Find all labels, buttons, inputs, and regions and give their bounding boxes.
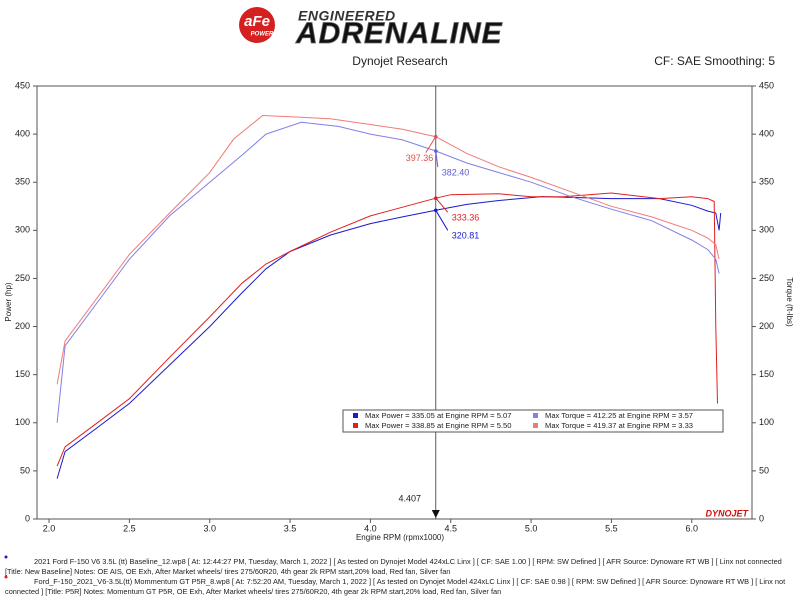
legend-swatch	[533, 413, 538, 418]
series-line	[56, 121, 720, 423]
logo-badge	[239, 7, 275, 43]
x-tick-label: 2.0	[43, 523, 56, 533]
y2-tick-label: 150	[759, 369, 774, 379]
tagline: ENGINEERED	[298, 8, 396, 24]
annotation-point	[433, 149, 438, 153]
legend-label: Max Power = 338.85 at Engine RPM = 5.50	[365, 421, 511, 430]
y-tick-label: 200	[15, 321, 30, 331]
legend-label: Max Power = 335.05 at Engine RPM = 5.07	[365, 411, 511, 420]
annotation-label: 320.81	[452, 231, 480, 241]
legend-label: Max Torque = 419.37 at Engine RPM = 3.33	[545, 421, 693, 430]
y-tick-label: 0	[25, 513, 30, 523]
x-tick-label: 3.5	[284, 523, 297, 533]
x-tick-label: 4.0	[364, 523, 377, 533]
y2-tick-label: 300	[759, 225, 774, 235]
footer: 2021 Ford F-150 V6 3.5L (tt) Baseline_12…	[5, 557, 785, 596]
y-tick-label: 50	[20, 465, 30, 475]
y2-tick-label: 200	[759, 321, 774, 331]
y-axis-label: Power (hp)	[4, 282, 13, 321]
legend-swatch	[353, 423, 358, 428]
legend-box	[342, 409, 724, 433]
legend-label: Max Torque = 412.25 at Engine RPM = 3.57	[545, 411, 693, 420]
footer-line: connected ] [Title: P5R] Notes: Momentum…	[5, 587, 501, 596]
footer-marker	[4, 555, 8, 559]
cursor-label: 4.407	[399, 493, 422, 503]
plot-frame	[36, 85, 753, 520]
annotation-point	[433, 196, 438, 201]
x-tick-label: 6.0	[685, 523, 698, 533]
annotation-label: 382.40	[442, 167, 470, 177]
chart-subtitle: CF: SAE Smoothing: 5	[654, 54, 775, 68]
y-tick-label: 350	[15, 177, 30, 187]
y2-tick-label: 0	[759, 513, 764, 523]
y-tick-label: 100	[15, 417, 30, 427]
watermark: DYNOJET	[705, 508, 749, 518]
x-tick-label: 3.0	[203, 523, 216, 533]
footer-line: [Title: New Baseline] Notes: OE AIS, OE …	[5, 567, 450, 576]
annotation-arrow	[435, 197, 449, 213]
y-tick-label: 250	[15, 273, 30, 283]
annotation-point	[433, 208, 438, 213]
x-axis-label: Engine RPM (rpmx1000)	[356, 533, 444, 542]
annotation-arrow	[435, 150, 439, 168]
annotation-arrow	[425, 136, 437, 153]
x-tick-label: 5.5	[605, 523, 618, 533]
y-tick-label: 450	[15, 80, 30, 90]
y2-tick-label: 50	[759, 465, 769, 475]
legend-swatch	[353, 413, 358, 418]
footer-line: Ford_F-150_2021_V6-3.5L(tt) Mommentum GT…	[34, 577, 785, 586]
y2-tick-label: 400	[759, 128, 774, 138]
y2-tick-label: 100	[759, 417, 774, 427]
logo-text: aFe	[244, 13, 270, 30]
series-line	[56, 196, 722, 479]
brand-title: ADRENALINE	[295, 17, 503, 50]
logo: aFe POWER	[239, 7, 275, 43]
logo-sub: POWER	[251, 32, 274, 38]
footer-marker	[4, 575, 8, 579]
y2-tick-label: 450	[759, 80, 774, 90]
annotation-label: 333.36	[452, 213, 480, 223]
x-tick-label: 5.0	[525, 523, 538, 533]
x-tick-label: 4.5	[444, 523, 457, 533]
y2-tick-label: 250	[759, 273, 774, 283]
chart-title: Dynojet Research	[352, 54, 447, 68]
series-line	[56, 114, 720, 385]
y-tick-label: 300	[15, 225, 30, 235]
annotation-label: 397.36	[406, 153, 434, 163]
x-tick-label: 2.5	[123, 523, 136, 533]
annotation-point	[433, 134, 438, 139]
y2-axis-label: Torque (ft-lbs)	[785, 277, 794, 327]
series-line	[56, 192, 718, 467]
footer-line: 2021 Ford F-150 V6 3.5L (tt) Baseline_12…	[34, 557, 782, 566]
y2-tick-label: 350	[759, 177, 774, 187]
cursor-arrow	[431, 510, 440, 518]
y-tick-label: 400	[15, 128, 30, 138]
legend-swatch	[533, 423, 538, 428]
annotation-arrow	[435, 210, 449, 231]
y-tick-label: 150	[15, 369, 30, 379]
